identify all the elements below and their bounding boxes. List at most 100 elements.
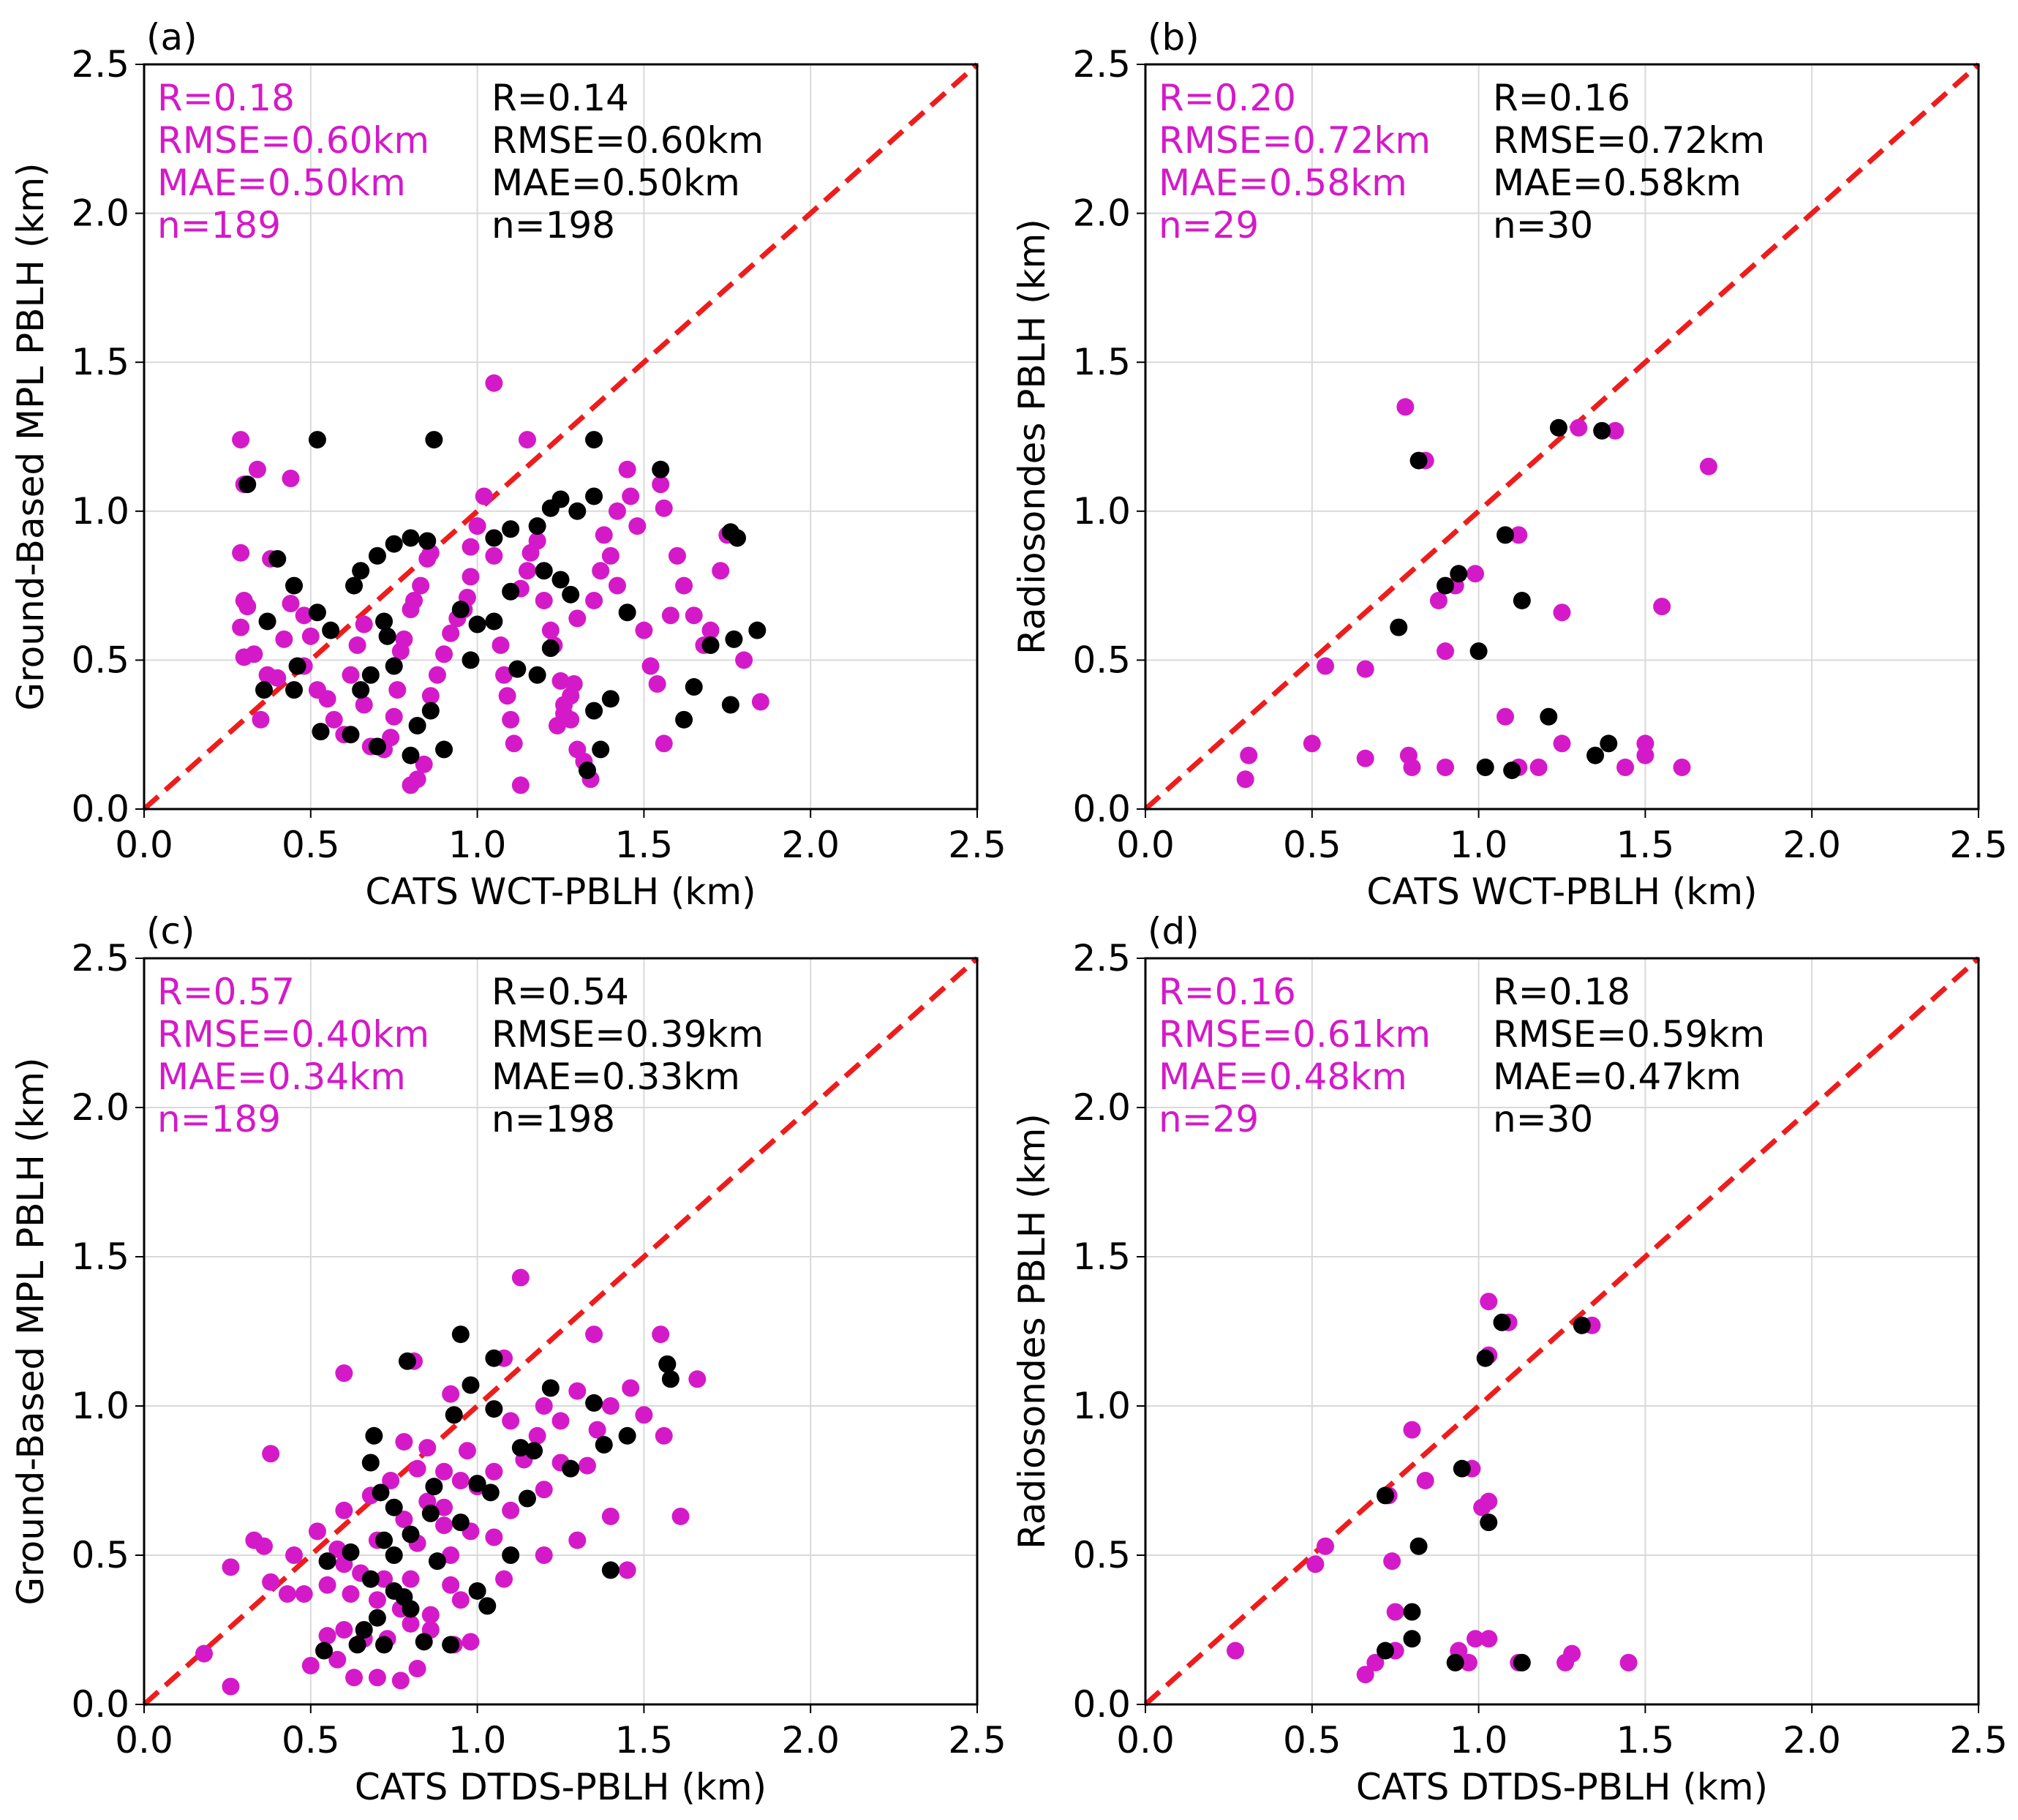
point-magenta <box>451 1472 470 1489</box>
point-magenta <box>1236 770 1254 789</box>
point-magenta <box>1429 591 1447 609</box>
point-black <box>385 657 403 675</box>
point-magenta <box>701 621 720 639</box>
point-magenta <box>652 475 670 494</box>
stats-magenta: n=189 <box>157 1098 281 1140</box>
point-magenta <box>618 1561 636 1579</box>
point-black <box>365 1426 383 1445</box>
stats-magenta: RMSE=0.40km <box>157 1013 429 1056</box>
stats-magenta: R=0.20 <box>1159 77 1296 119</box>
point-magenta <box>675 576 693 595</box>
point-magenta <box>442 1385 460 1403</box>
point-black <box>551 490 570 508</box>
stats-magenta: RMSE=0.61km <box>1159 1013 1431 1056</box>
identity-line <box>1143 956 1981 1707</box>
point-magenta <box>462 538 480 556</box>
x-tick-label: 2.0 <box>781 824 840 866</box>
stats-black: RMSE=0.39km <box>492 1013 764 1056</box>
point-magenta <box>518 431 536 449</box>
point-magenta <box>568 609 587 628</box>
point-magenta <box>268 669 287 687</box>
y-tick-label: 0.5 <box>1072 1534 1131 1576</box>
point-magenta <box>402 1614 420 1633</box>
point-black <box>595 1436 613 1454</box>
y-tick-label: 1.0 <box>1072 490 1131 533</box>
point-magenta <box>1459 1653 1477 1672</box>
point-black <box>315 1642 334 1660</box>
y-tick-label: 0.0 <box>1072 788 1131 830</box>
point-black <box>451 1513 470 1532</box>
point-magenta <box>462 1633 480 1651</box>
point-magenta <box>671 1507 690 1525</box>
point-black <box>451 1325 470 1344</box>
panel-d: 0.0 0.5 1.0 1.5 2.0 2.5 0.0 0.5 1.0 1.5 2.0 2.5 R=0.… <box>1011 910 2008 1808</box>
point-magenta <box>468 517 486 535</box>
x-tick-label: 0.0 <box>115 824 173 866</box>
point-magenta <box>301 627 320 645</box>
point-magenta <box>375 1570 394 1588</box>
point-black <box>541 639 560 658</box>
point-black <box>541 1379 560 1397</box>
stats-black: RMSE=0.60km <box>492 119 764 162</box>
point-magenta <box>551 1412 570 1430</box>
point-magenta <box>232 618 250 636</box>
point-black <box>652 460 670 478</box>
point-black <box>518 1489 536 1508</box>
point-black <box>352 681 370 699</box>
point-black <box>585 702 603 720</box>
stats-magenta: RMSE=0.60km <box>157 119 429 162</box>
y-axis-label: Ground-Based MPL PBLH (km) <box>10 1057 52 1605</box>
point-black <box>1453 1459 1471 1478</box>
point-magenta <box>395 1511 413 1529</box>
point-magenta <box>485 546 503 565</box>
point-black <box>485 529 503 547</box>
x-tick-label: 0.0 <box>1116 1719 1175 1761</box>
x-axis-label: CATS DTDS-PBLH (km) <box>355 1766 767 1808</box>
point-black <box>1403 1630 1421 1648</box>
plot-frame <box>1144 957 1980 1706</box>
point-black <box>308 603 326 622</box>
point-black <box>1377 1486 1395 1505</box>
point-magenta <box>282 470 300 488</box>
y-axis-label: Ground-Based MPL PBLH (km) <box>10 162 52 710</box>
point-black <box>468 1475 486 1493</box>
point-black <box>435 740 453 759</box>
point-magenta <box>592 562 610 580</box>
y-tick-label: 1.5 <box>1072 1236 1131 1278</box>
point-black <box>361 1570 380 1588</box>
point-black <box>1469 642 1488 661</box>
y-tick-label: 1.5 <box>71 341 129 383</box>
stats-black: RMSE=0.59km <box>1493 1013 1765 1056</box>
point-black <box>402 1600 420 1618</box>
point-black <box>425 1478 443 1496</box>
point-magenta <box>1306 1555 1325 1573</box>
point-black <box>288 657 306 675</box>
point-black <box>368 1609 386 1627</box>
point-black <box>1493 1313 1511 1331</box>
point-magenta <box>1416 1472 1434 1489</box>
point-magenta <box>1653 598 1671 616</box>
point-black <box>1513 591 1531 609</box>
point-magenta <box>308 1522 326 1541</box>
identity-line <box>142 62 979 811</box>
point-magenta <box>421 1606 440 1624</box>
point-black <box>361 1454 380 1472</box>
point-magenta <box>421 687 440 705</box>
point-magenta <box>442 1576 460 1594</box>
point-magenta <box>1496 707 1515 726</box>
point-magenta <box>1227 1642 1245 1660</box>
point-black <box>402 746 420 764</box>
identity-line <box>142 956 979 1707</box>
point-magenta <box>1480 1630 1498 1648</box>
point-black <box>1437 576 1455 595</box>
point-magenta <box>382 729 400 747</box>
point-magenta <box>622 1379 640 1397</box>
point-magenta <box>712 562 730 580</box>
point-magenta <box>318 1627 336 1645</box>
point-magenta <box>685 606 703 625</box>
x-tick-label: 0.5 <box>282 1719 340 1761</box>
point-black <box>372 1484 390 1502</box>
point-magenta <box>1553 734 1571 753</box>
point-magenta <box>442 1546 460 1564</box>
